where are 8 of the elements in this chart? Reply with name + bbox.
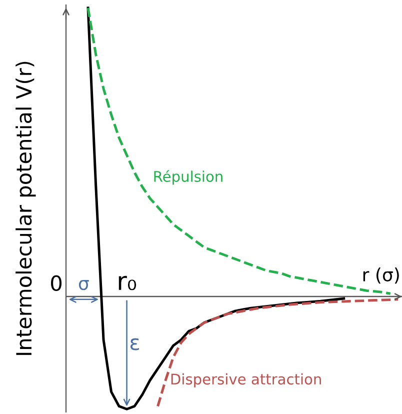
x-axis-title: r (σ) <box>363 268 399 284</box>
text: 0 <box>51 275 62 292</box>
annotation: ε <box>130 338 139 350</box>
y-axis-title: Intermolecular potential V(r) <box>16 62 36 355</box>
series-label: Dispersive attraction <box>171 373 321 388</box>
annotation: r₀ <box>118 276 136 290</box>
annotation: σ <box>78 280 89 290</box>
series-label: Répulsion <box>154 170 222 185</box>
